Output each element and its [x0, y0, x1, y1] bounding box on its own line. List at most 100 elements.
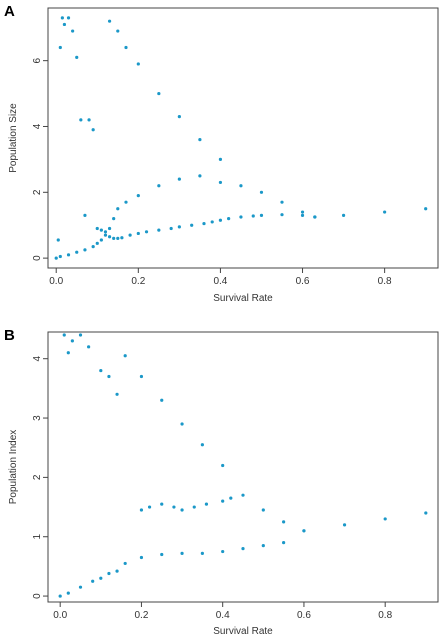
data-point [302, 529, 306, 533]
data-point [180, 508, 184, 512]
data-point [200, 443, 204, 447]
data-point [218, 218, 223, 222]
data-point [210, 220, 214, 224]
data-point [157, 228, 161, 232]
panel-b-ticks: 0.0 0.2 0.4 0.6 0.8 0 1 2 3 4 [32, 355, 393, 621]
data-point [424, 511, 428, 515]
data-point [169, 226, 173, 231]
data-point [70, 339, 74, 343]
data-point [87, 118, 91, 122]
x-tick-label: 0.2 [134, 610, 148, 621]
data-point [107, 374, 111, 379]
data-point [172, 505, 176, 509]
data-point [204, 502, 209, 506]
data-point [251, 214, 255, 218]
data-point [66, 351, 70, 355]
panel-a: A 0.0 0.2 0.4 0.6 0.8 0 2 4 6 Survival Rate Popu… [4, 3, 439, 304]
x-tick-label: 0.6 [297, 610, 311, 621]
x-tick-label: 0.2 [131, 276, 145, 287]
data-point [107, 19, 112, 23]
data-point [58, 254, 62, 259]
data-point [99, 228, 103, 232]
data-point [282, 541, 286, 545]
data-point [116, 29, 120, 33]
data-point [190, 223, 194, 227]
y-tick-label: 1 [32, 534, 43, 540]
data-point [91, 579, 95, 583]
data-point [239, 215, 243, 219]
y-tick-label: 4 [32, 123, 43, 129]
data-point [95, 241, 99, 245]
data-point [75, 250, 79, 254]
data-point [115, 569, 119, 573]
panel-a-ylabel: Population Size [8, 103, 19, 173]
data-point [99, 576, 103, 580]
data-point [83, 213, 87, 217]
data-point [160, 502, 164, 506]
data-point [177, 115, 181, 119]
data-point [177, 225, 181, 229]
y-tick-label: 0 [32, 255, 43, 261]
data-point [91, 128, 95, 132]
panel-b-marks [58, 333, 428, 598]
data-point [139, 374, 144, 379]
data-point [56, 238, 60, 242]
data-point [103, 233, 108, 237]
data-point [198, 174, 202, 178]
data-point [241, 546, 245, 551]
data-point [66, 16, 71, 20]
data-point [75, 55, 79, 59]
data-point [139, 508, 144, 512]
data-point [157, 91, 161, 96]
data-point [136, 62, 140, 66]
panel-b-ylabel: Population Index [8, 430, 19, 505]
panel-b-label: B [4, 327, 15, 344]
data-point [112, 217, 116, 221]
data-point [218, 157, 223, 161]
panel-b: B 0.0 0.2 0.4 0.6 0.8 0 1 2 3 4 Survival Rate Pop… [4, 327, 439, 637]
data-point [313, 215, 317, 219]
x-tick-label: 0.0 [49, 276, 63, 287]
data-point [261, 508, 265, 512]
data-point [54, 256, 58, 260]
data-point [78, 585, 83, 589]
x-tick-label: 0.6 [296, 276, 310, 287]
data-point [139, 555, 144, 560]
data-point [280, 213, 284, 217]
data-point [136, 231, 140, 236]
panel-b-xlabel: Survival Rate [213, 626, 273, 637]
data-point [128, 233, 132, 237]
data-point [180, 422, 184, 426]
data-point [78, 333, 83, 337]
data-point [115, 392, 119, 396]
panel-b-plot-frame [47, 331, 439, 603]
data-point [160, 398, 164, 402]
data-point [383, 210, 387, 214]
data-point [229, 496, 233, 500]
data-point [58, 594, 62, 598]
data-point [99, 368, 103, 373]
data-point [282, 520, 286, 524]
data-point [107, 226, 112, 231]
data-point [71, 29, 75, 33]
data-point [58, 45, 62, 50]
x-tick-label: 0.4 [213, 276, 227, 287]
panel-a-ticks: 0.0 0.2 0.4 0.6 0.8 0 2 4 6 [32, 57, 392, 287]
panel-a-marks [54, 16, 428, 260]
data-point [66, 253, 71, 257]
data-point [341, 213, 346, 217]
data-point [157, 184, 161, 188]
data-point [300, 213, 305, 217]
y-tick-label: 4 [32, 355, 43, 361]
y-tick-label: 2 [32, 189, 43, 195]
data-point [123, 354, 127, 358]
y-tick-label: 6 [32, 57, 43, 63]
data-point [123, 561, 127, 566]
x-tick-label: 0.4 [216, 610, 230, 621]
x-tick-label: 0.8 [378, 276, 392, 287]
data-point [383, 517, 387, 521]
data-point [99, 238, 103, 242]
data-point [259, 190, 264, 194]
data-point [218, 180, 223, 185]
data-point [160, 552, 164, 557]
